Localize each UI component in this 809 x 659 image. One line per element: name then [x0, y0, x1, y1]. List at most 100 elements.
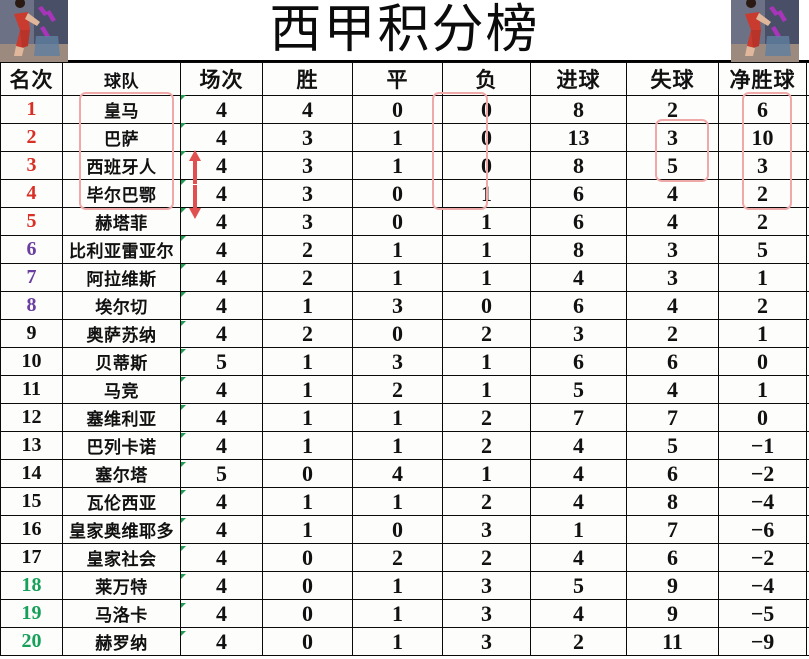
cell-goals-for: 4: [530, 599, 627, 628]
cell-played: 4: [180, 431, 263, 460]
table-row[interactable]: 7阿拉维斯42114317: [0, 263, 809, 292]
cell-win: 1: [262, 375, 353, 404]
cell-goals-against: 4: [626, 291, 719, 320]
cell-loss: 3: [442, 571, 531, 600]
table-row[interactable]: 9奥萨苏纳42023216: [0, 319, 809, 348]
cell-draw: 0: [352, 207, 443, 236]
table-row[interactable]: 4毕尔巴鄂43016429: [0, 179, 809, 208]
cell-team: 赫塔菲: [62, 207, 181, 236]
cell-goal-diff: −2: [718, 543, 807, 572]
cell-team: 莱万特: [62, 571, 181, 600]
cell-goals-against: 4: [626, 375, 719, 404]
cell-goals-for: 2: [530, 627, 627, 656]
cell-goals-for: 3: [530, 319, 627, 348]
column-header-loss: 负: [442, 62, 531, 96]
cell-team: 皇家社会: [62, 543, 181, 572]
cell-goals-against: 7: [626, 515, 719, 544]
cell-win: 0: [262, 599, 353, 628]
cell-rank: 10: [0, 347, 63, 376]
cell-team: 埃尔切: [62, 291, 181, 320]
cell-goals-against: 4: [626, 179, 719, 208]
cell-goal-diff: −4: [718, 571, 807, 600]
cell-loss: 1: [442, 179, 531, 208]
cell-goals-for: 13: [530, 123, 627, 152]
cell-goals-for: 6: [530, 179, 627, 208]
table-row[interactable]: 12塞维利亚41127704: [0, 403, 809, 432]
table-row[interactable]: 5赫塔菲43016429: [0, 207, 809, 236]
cell-goal-diff: 2: [718, 179, 807, 208]
cell-goals-for: 6: [530, 347, 627, 376]
cell-win: 3: [262, 151, 353, 180]
cell-played: 4: [180, 375, 263, 404]
cell-loss: 3: [442, 515, 531, 544]
table-header-row: 名次 球队 场次 胜 平 负 进球 失球 净胜球 积分: [0, 62, 809, 96]
cell-draw: 1: [352, 599, 443, 628]
cell-team: 马竞: [62, 375, 181, 404]
cell-goals-against: 6: [626, 543, 719, 572]
cell-rank: 18: [0, 571, 63, 600]
cell-goal-diff: −1: [718, 431, 807, 460]
cell-loss: 0: [442, 123, 531, 152]
cell-goal-diff: 2: [718, 291, 807, 320]
cell-goals-for: 4: [530, 543, 627, 572]
cell-played: 4: [180, 179, 263, 208]
cell-goals-against: 2: [626, 319, 719, 348]
table-row[interactable]: 2巴萨43101331010: [0, 123, 809, 152]
cell-goals-for: 8: [530, 95, 627, 124]
column-header-rank: 名次: [0, 62, 63, 96]
cell-played: 4: [180, 627, 263, 656]
table-row[interactable]: 11马竞41215415: [0, 375, 809, 404]
cell-rank: 7: [0, 263, 63, 292]
column-header-win: 胜: [262, 62, 353, 96]
cell-goal-diff: 1: [718, 375, 807, 404]
cell-goal-diff: −5: [718, 599, 807, 628]
cell-rank: 13: [0, 431, 63, 460]
cell-rank: 11: [0, 375, 63, 404]
cell-goals-against: 2: [626, 95, 719, 124]
cell-team: 马洛卡: [62, 599, 181, 628]
cell-win: 0: [262, 571, 353, 600]
table-row[interactable]: 10贝蒂斯51316606: [0, 347, 809, 376]
cell-team: 赫罗纳: [62, 627, 181, 656]
cell-loss: 1: [442, 207, 531, 236]
cell-loss: 0: [442, 95, 531, 124]
column-header-goal-diff: 净胜球: [718, 62, 807, 96]
cell-draw: 1: [352, 431, 443, 460]
cell-played: 4: [180, 543, 263, 572]
cell-draw: 1: [352, 123, 443, 152]
cell-points: 1: [806, 627, 809, 656]
cell-team: 巴萨: [62, 123, 181, 152]
cell-played: 4: [180, 207, 263, 236]
cell-goal-diff: 1: [718, 263, 807, 292]
table-row[interactable]: 3西班牙人431085310: [0, 151, 809, 180]
cell-rank: 3: [0, 151, 63, 180]
cell-loss: 2: [442, 431, 531, 460]
cell-goals-for: 4: [530, 431, 627, 460]
cell-goals-against: 9: [626, 571, 719, 600]
column-header-draw: 平: [352, 62, 443, 96]
cell-rank: 19: [0, 599, 63, 628]
cell-loss: 0: [442, 151, 531, 180]
cell-goals-for: 5: [530, 571, 627, 600]
cell-played: 4: [180, 95, 263, 124]
cell-goals-against: 6: [626, 347, 719, 376]
cell-played: 4: [180, 291, 263, 320]
table-row[interactable]: 8埃尔切41306426: [0, 291, 809, 320]
cell-draw: 4: [352, 459, 443, 488]
cell-rank: 6: [0, 235, 63, 264]
cell-draw: 2: [352, 375, 443, 404]
table-row[interactable]: 1皇马440082612: [0, 95, 809, 124]
cell-loss: 0: [442, 291, 531, 320]
cell-loss: 2: [442, 543, 531, 572]
cell-played: 4: [180, 235, 263, 264]
cell-team: 塞维利亚: [62, 403, 181, 432]
